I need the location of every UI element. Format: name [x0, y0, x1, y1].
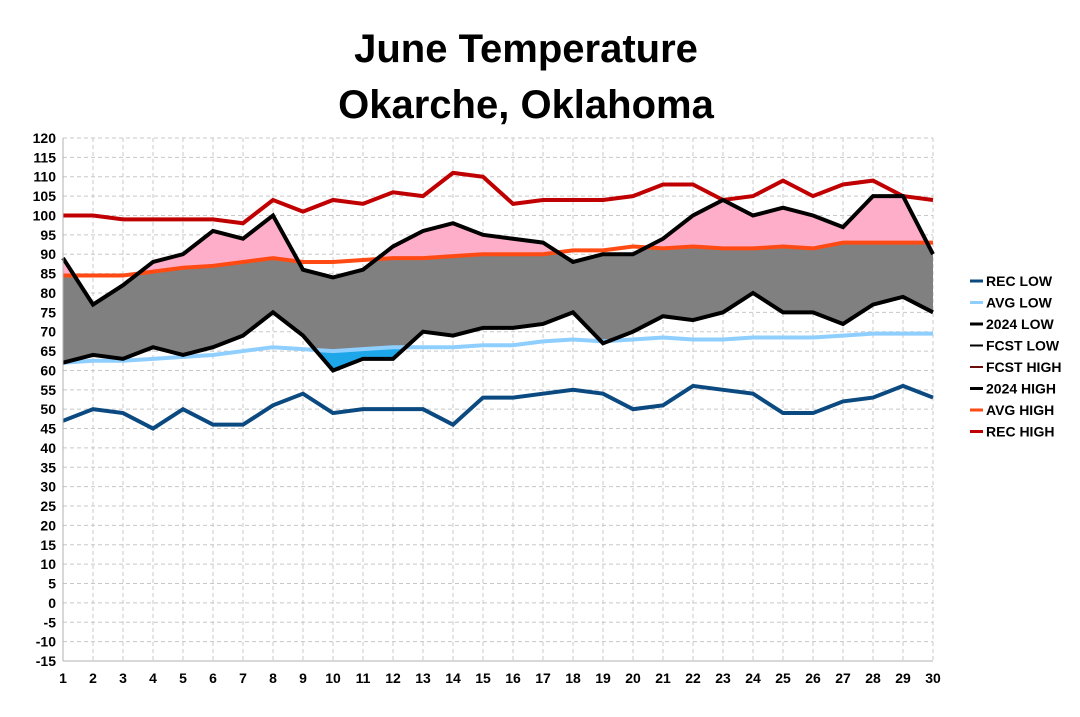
- y-tick-label: 0: [48, 595, 56, 611]
- y-tick-label: -5: [44, 614, 57, 630]
- x-axis-ticks: 1 2 3 4 5 6 7 8 9 10 11 12 13 14 15 16 17 18 19 20 21 22 23 24 2…: [59, 670, 941, 686]
- legend-label-fcst-high: FCST HIGH: [986, 359, 1061, 375]
- y-tick-label: 120: [33, 130, 57, 146]
- y-tick-label: 90: [40, 246, 56, 262]
- above-avg-high-fill: [646, 196, 927, 249]
- x-tick-label: 20: [625, 670, 641, 686]
- y-tick-label: 75: [40, 304, 56, 320]
- x-tick-label: 16: [505, 670, 521, 686]
- y-tick-label: 45: [40, 421, 56, 437]
- series-line-2024-low: [62, 290, 934, 373]
- y-tick-label: -10: [36, 634, 56, 650]
- series-line-rec-low: [62, 383, 934, 431]
- y-tick-label: 10: [40, 556, 56, 572]
- legend-label-fcst-low: FCST LOW: [986, 338, 1060, 354]
- y-tick-label: 35: [40, 459, 56, 475]
- y-tick-label: 5: [48, 576, 56, 592]
- series-line-avg-low: [62, 331, 933, 365]
- y-tick-label: 25: [40, 498, 56, 514]
- x-tick-label: 30: [925, 670, 941, 686]
- y-tick-label: 40: [40, 440, 56, 456]
- x-tick-label: 21: [655, 670, 671, 686]
- x-tick-label: 29: [895, 670, 911, 686]
- chart-subtitle: Okarche, Oklahoma: [338, 83, 714, 127]
- series-lines: [61, 170, 935, 431]
- x-tick-label: 12: [385, 670, 401, 686]
- x-tick-label: 5: [179, 670, 187, 686]
- y-tick-label: 85: [40, 266, 56, 282]
- y-tick-label: 20: [40, 517, 56, 533]
- x-tick-label: 9: [299, 670, 307, 686]
- chart-title: June Temperature: [354, 27, 698, 71]
- y-tick-label: 80: [40, 285, 56, 301]
- x-tick-label: 24: [745, 670, 761, 686]
- legend-label-rec-low: REC LOW: [986, 273, 1053, 289]
- y-axis-ticks: -15 -10 -5 0 5 10 15 20 25 30 35 40 45 50 55 60 65 70 75 80…: [33, 130, 57, 669]
- x-tick-label: 18: [565, 670, 581, 686]
- y-tick-label: 50: [40, 401, 56, 417]
- y-tick-label: 105: [33, 188, 57, 204]
- y-tick-label: 115: [33, 149, 56, 165]
- y-tick-label: 100: [33, 207, 57, 223]
- plot-frame: [62, 138, 933, 662]
- x-tick-label: 6: [209, 670, 217, 686]
- x-tick-label: 25: [775, 670, 791, 686]
- x-tick-label: 3: [119, 670, 127, 686]
- x-tick-label: 8: [269, 670, 277, 686]
- x-tick-label: 4: [149, 670, 157, 686]
- y-tick-label: 30: [40, 479, 56, 495]
- x-tick-label: 13: [415, 670, 431, 686]
- y-tick-label: 70: [40, 324, 56, 340]
- x-tick-label: 11: [356, 670, 371, 686]
- y-tick-label: 60: [40, 362, 56, 378]
- series-line-rec-high: [63, 170, 934, 226]
- x-tick-label: 23: [715, 670, 731, 686]
- x-tick-label: 27: [835, 670, 851, 686]
- y-tick-label: -15: [36, 653, 56, 669]
- x-tick-label: 7: [239, 670, 247, 686]
- x-tick-label: 10: [325, 670, 341, 686]
- x-tick-label: 1: [59, 670, 67, 686]
- legend-label-avg-low: AVG LOW: [986, 295, 1053, 311]
- x-tick-label: 28: [865, 670, 881, 686]
- x-tick-label: 22: [685, 670, 701, 686]
- y-tick-label: 55: [40, 382, 56, 398]
- legend: REC LOW AVG LOW 2024 LOW FCST LOW FCST HIGH 2…: [970, 273, 1061, 440]
- x-tick-label: 14: [445, 670, 461, 686]
- y-tick-label: 95: [40, 227, 56, 243]
- x-tick-label: 26: [805, 670, 821, 686]
- series-line-2024-high: [61, 194, 935, 308]
- series-line-avg-high: [63, 240, 933, 278]
- legend-label-2024-low: 2024 LOW: [986, 316, 1054, 332]
- legend-label-avg-high: AVG HIGH: [986, 402, 1054, 418]
- y-tick-label: 15: [40, 537, 56, 553]
- legend-label-2024-high: 2024 HIGH: [986, 381, 1056, 397]
- x-tick-label: 15: [475, 670, 491, 686]
- x-tick-label: 2: [89, 670, 97, 686]
- y-tick-label: 65: [40, 343, 56, 359]
- y-tick-label: 110: [33, 169, 56, 185]
- legend-label-rec-high: REC HIGH: [986, 424, 1054, 440]
- x-tick-label: 17: [535, 670, 551, 686]
- x-tick-label: 19: [595, 670, 611, 686]
